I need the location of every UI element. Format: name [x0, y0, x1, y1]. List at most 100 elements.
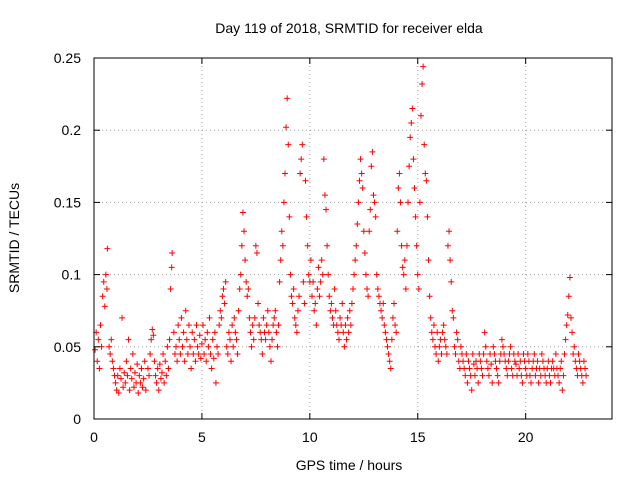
data-point: [247, 329, 254, 336]
data-point: [429, 336, 436, 343]
data-point: [236, 286, 243, 293]
data-point: [233, 336, 240, 343]
data-point: [231, 314, 238, 321]
data-point: [329, 314, 336, 321]
data-point: [442, 343, 449, 350]
x-axis-label: GPS time / hours: [296, 457, 403, 473]
data-point: [169, 249, 176, 256]
data-point: [475, 379, 482, 386]
data-point: [125, 336, 132, 343]
data-point: [516, 365, 523, 372]
data-point: [511, 358, 518, 365]
data-point: [555, 372, 562, 379]
data-point: [580, 358, 587, 365]
data-point: [142, 387, 149, 394]
data-point: [359, 184, 366, 191]
data-point: [273, 329, 280, 336]
data-point: [358, 170, 365, 177]
data-point: [310, 278, 317, 285]
data-point: [222, 278, 229, 285]
data-point: [447, 257, 454, 264]
data-point: [211, 329, 218, 336]
data-point: [279, 242, 286, 249]
data-point: [115, 390, 122, 397]
data-point: [434, 329, 441, 336]
data-point: [152, 372, 159, 379]
data-point: [199, 322, 206, 329]
data-point: [496, 358, 503, 365]
data-point: [419, 80, 426, 87]
data-point: [384, 343, 391, 350]
data-point: [493, 365, 500, 372]
data-point: [201, 351, 208, 358]
x-tick-label: 0: [90, 429, 98, 445]
data-point: [563, 322, 570, 329]
data-point: [229, 322, 236, 329]
data-point: [406, 163, 413, 170]
data-point: [238, 242, 245, 249]
data-point: [206, 314, 213, 321]
x-tick-label: 10: [302, 429, 318, 445]
data-point: [535, 379, 542, 386]
data-point: [264, 307, 271, 314]
data-point: [124, 372, 131, 379]
data-point: [158, 369, 165, 376]
data-point: [411, 184, 418, 191]
data-point: [154, 365, 161, 372]
data-point: [171, 351, 178, 358]
data-point: [173, 343, 180, 350]
data-point: [426, 293, 433, 300]
data-point: [144, 365, 151, 372]
data-point: [216, 322, 223, 329]
data-point: [360, 228, 367, 235]
data-point: [161, 379, 168, 386]
data-point: [524, 351, 531, 358]
data-point: [134, 361, 141, 368]
data-point: [567, 314, 574, 321]
data-point: [471, 372, 478, 379]
data-point: [135, 390, 142, 397]
data-point: [198, 340, 205, 347]
data-point: [490, 343, 497, 350]
data-point: [481, 329, 488, 336]
data-point: [562, 336, 569, 343]
data-point: [397, 199, 404, 206]
data-point: [534, 358, 541, 365]
data-point: [512, 361, 519, 368]
data-point: [224, 351, 231, 358]
data-point: [582, 365, 589, 372]
data-point: [381, 322, 388, 329]
data-point: [479, 372, 486, 379]
data-point: [321, 192, 328, 199]
data-point: [297, 170, 304, 177]
data-point: [271, 314, 278, 321]
data-point: [280, 199, 287, 206]
data-point: [120, 384, 127, 391]
data-point: [195, 351, 202, 358]
data-point: [343, 336, 350, 343]
data-point: [361, 249, 368, 256]
data-point: [255, 300, 262, 307]
data-points: [92, 63, 590, 397]
data-point: [260, 314, 267, 321]
data-point: [155, 387, 162, 394]
data-point: [364, 286, 371, 293]
data-point: [518, 372, 525, 379]
data-point: [138, 365, 145, 372]
data-point: [217, 307, 224, 314]
data-point: [483, 358, 490, 365]
data-point: [92, 346, 99, 353]
data-point: [500, 343, 507, 350]
data-point: [140, 375, 147, 382]
data-point: [256, 322, 263, 329]
data-point: [94, 358, 101, 365]
data-point: [103, 286, 110, 293]
data-point: [312, 300, 319, 307]
data-point: [383, 336, 390, 343]
data-point: [416, 199, 423, 206]
data-point: [219, 293, 226, 300]
data-point: [379, 314, 386, 321]
data-point: [558, 358, 565, 365]
data-point: [463, 351, 470, 358]
data-point: [215, 351, 222, 358]
